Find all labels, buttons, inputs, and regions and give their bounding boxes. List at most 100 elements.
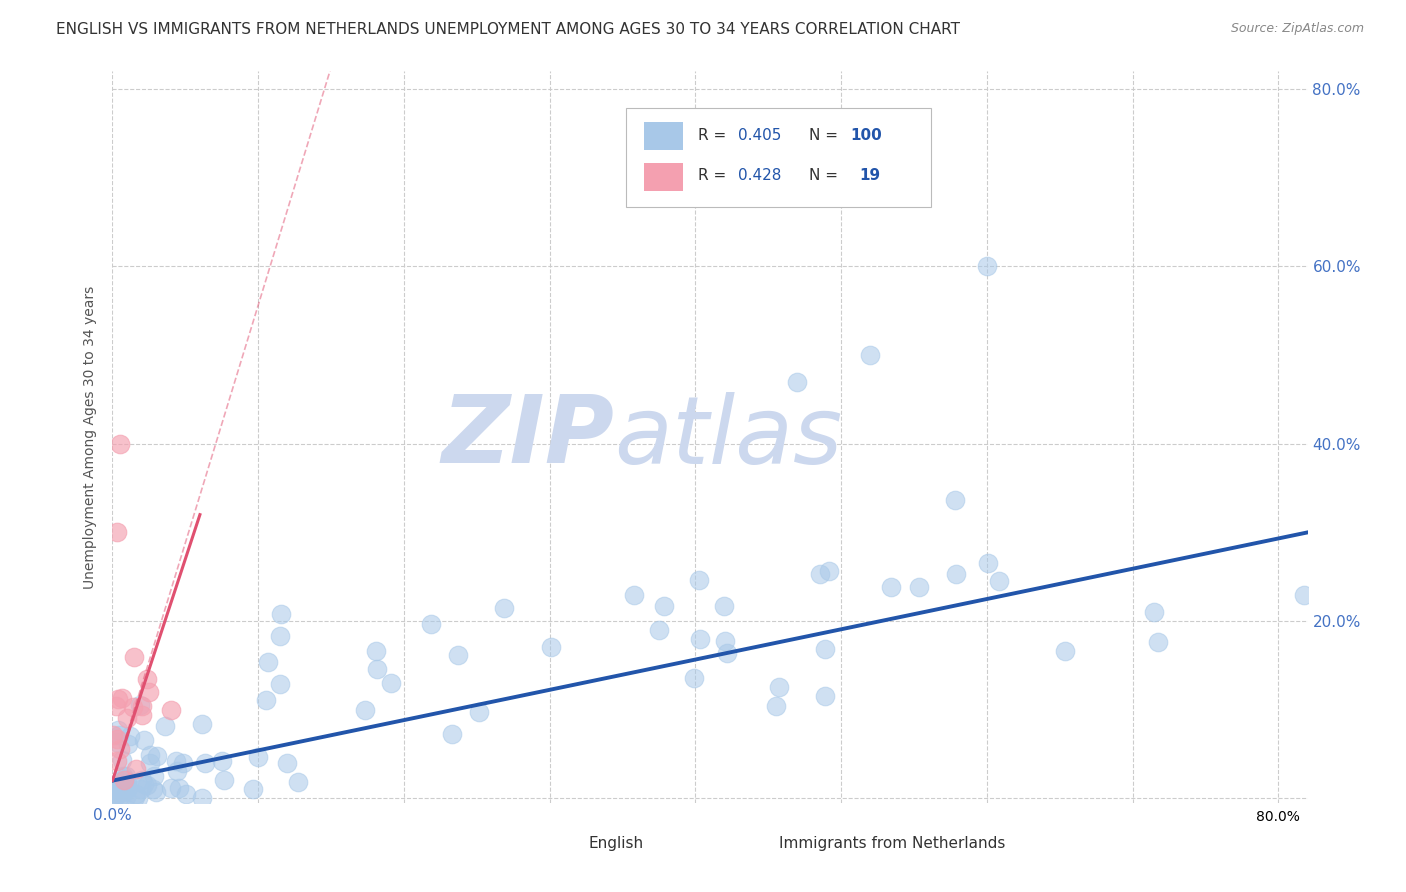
Point: [276, 756, 298, 770]
Point: [647, 623, 669, 637]
Point: [136, 778, 159, 792]
Point: [191, 717, 214, 731]
Text: Immigrants from Netherlands: Immigrants from Netherlands: [779, 836, 1005, 851]
Point: [716, 646, 738, 660]
Point: [808, 567, 831, 582]
Point: [366, 662, 388, 676]
Point: [145, 785, 167, 799]
Point: [246, 750, 269, 764]
Point: [108, 728, 131, 742]
Point: [105, 732, 128, 747]
Text: ENGLISH VS IMMIGRANTS FROM NETHERLANDS UNEMPLOYMENT AMONG AGES 30 TO 34 YEARS CO: ENGLISH VS IMMIGRANTS FROM NETHERLANDS U…: [56, 22, 960, 37]
Point: [115, 776, 138, 790]
Point: [105, 789, 128, 804]
Point: [814, 641, 837, 656]
Point: [211, 754, 233, 768]
Point: [110, 789, 132, 803]
Point: [103, 791, 125, 805]
Point: [101, 780, 124, 794]
Point: [988, 574, 1011, 588]
Point: [112, 785, 135, 799]
Point: [166, 764, 188, 779]
Point: [380, 676, 402, 690]
Point: [174, 787, 197, 801]
Point: [107, 692, 129, 706]
Point: [191, 791, 214, 805]
Text: Source: ZipAtlas.com: Source: ZipAtlas.com: [1230, 22, 1364, 36]
Point: [859, 348, 882, 362]
Text: 0.405: 0.405: [738, 128, 780, 144]
Point: [713, 599, 735, 614]
FancyBboxPatch shape: [627, 108, 931, 207]
Point: [270, 607, 292, 622]
Text: English: English: [588, 836, 644, 851]
Point: [101, 728, 124, 742]
Point: [115, 711, 138, 725]
Text: N =: N =: [810, 169, 844, 184]
Point: [214, 772, 236, 787]
Point: [114, 778, 136, 792]
Point: [105, 735, 128, 749]
Point: [768, 680, 790, 694]
Point: [420, 617, 443, 632]
Point: [122, 700, 145, 714]
Point: [117, 737, 139, 751]
Point: [108, 773, 131, 788]
Point: [110, 789, 132, 803]
Point: [105, 754, 128, 768]
Point: [257, 655, 280, 669]
Point: [977, 557, 1000, 571]
Point: [364, 644, 387, 658]
Point: [134, 733, 156, 747]
Point: [131, 698, 153, 713]
Text: R =: R =: [699, 128, 731, 144]
Point: [814, 689, 837, 703]
Point: [652, 599, 675, 613]
Point: [688, 573, 710, 587]
Point: [118, 729, 141, 743]
Point: [139, 756, 162, 771]
Point: [623, 588, 645, 602]
Point: [115, 769, 138, 783]
Point: [124, 790, 146, 805]
Point: [131, 772, 153, 787]
Point: [765, 698, 787, 713]
Point: [139, 747, 162, 762]
Point: [111, 691, 134, 706]
Text: 0.428: 0.428: [738, 169, 780, 184]
Point: [786, 375, 808, 389]
Point: [117, 781, 139, 796]
Point: [110, 753, 132, 767]
Point: [467, 705, 489, 719]
Point: [447, 648, 470, 663]
Y-axis label: Unemployment Among Ages 30 to 34 years: Unemployment Among Ages 30 to 34 years: [83, 285, 97, 589]
Point: [125, 762, 148, 776]
Point: [111, 775, 134, 789]
Bar: [644, 163, 682, 191]
Point: [107, 723, 129, 738]
Text: ZIP: ZIP: [441, 391, 614, 483]
Point: [108, 742, 131, 756]
Point: [131, 782, 153, 797]
Point: [112, 772, 135, 787]
Point: [945, 566, 967, 581]
Point: [713, 170, 735, 185]
Text: R =: R =: [699, 169, 731, 184]
Point: [1054, 644, 1077, 658]
Point: [440, 727, 463, 741]
Point: [104, 698, 127, 713]
Point: [124, 649, 146, 664]
Point: [105, 525, 128, 540]
Point: [879, 581, 901, 595]
Point: [540, 640, 562, 655]
Point: [194, 756, 217, 771]
Point: [714, 634, 737, 648]
Point: [287, 775, 309, 789]
Point: [167, 780, 190, 795]
Point: [172, 756, 194, 770]
Point: [115, 790, 138, 805]
Point: [114, 772, 136, 786]
Point: [165, 755, 187, 769]
Point: [159, 703, 181, 717]
Point: [818, 564, 841, 578]
